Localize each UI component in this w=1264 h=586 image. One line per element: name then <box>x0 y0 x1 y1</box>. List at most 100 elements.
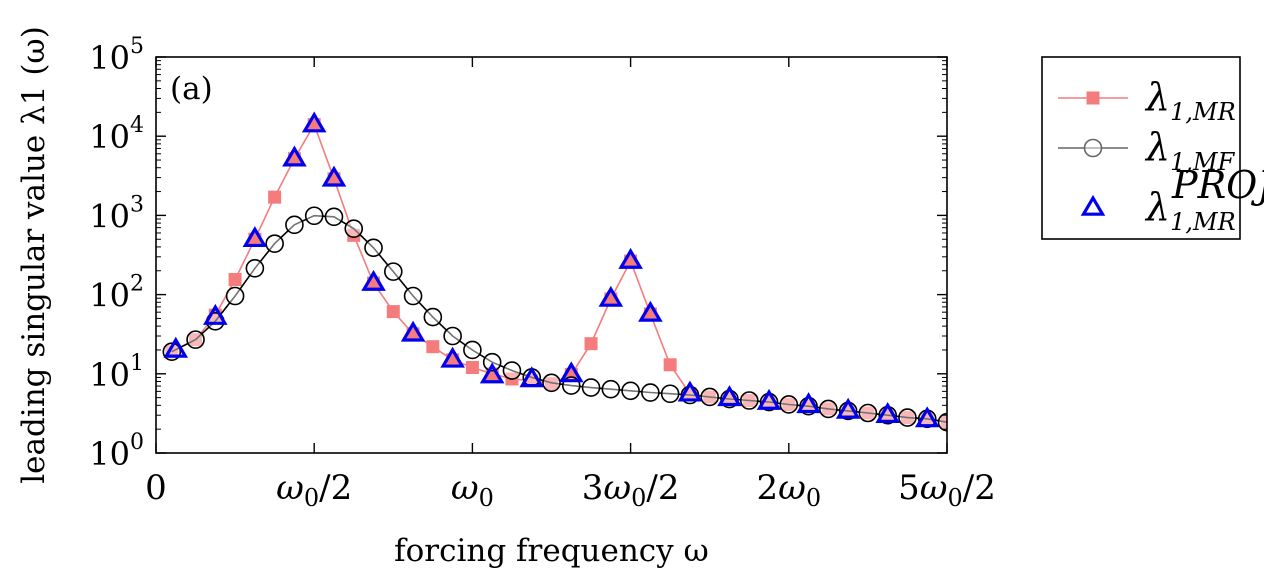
series-point <box>558 361 584 383</box>
series-point <box>344 219 364 238</box>
y-tick-exponent: 5 <box>130 34 144 59</box>
series-point <box>779 395 799 414</box>
series-point <box>423 307 443 327</box>
series-point <box>400 320 426 342</box>
series-point <box>463 340 482 360</box>
series-point <box>796 392 821 414</box>
legend-label: λ1,MR <box>1144 185 1236 236</box>
series-point <box>756 388 782 410</box>
series-line <box>171 214 947 423</box>
series-point <box>321 165 347 187</box>
legend-label: λ1,MF <box>1144 125 1236 176</box>
series-point <box>542 373 561 393</box>
legend-label: λ1,MR <box>1144 75 1236 126</box>
y-tick-exponent: 1 <box>130 351 144 376</box>
series-point <box>285 215 304 235</box>
series-point <box>819 399 838 419</box>
series-point <box>598 285 624 307</box>
y-tick-label: 105 <box>89 34 144 77</box>
legend-marker-square <box>1086 91 1100 105</box>
y-tick-exponent: 4 <box>130 113 144 138</box>
series-point <box>225 286 245 306</box>
series-point <box>638 300 663 322</box>
x-tick-label: 3ω0/2 <box>582 468 680 512</box>
y-tick-exponent: 3 <box>130 192 144 217</box>
y-tick-base: 10 <box>89 277 130 315</box>
series-point <box>502 361 522 380</box>
legend-marker-triangle <box>1080 194 1106 216</box>
y-tick-label: 101 <box>89 351 144 394</box>
x-tick-label: ω0/2 <box>276 468 352 512</box>
series-point <box>700 387 720 407</box>
y-tick-base: 10 <box>89 435 130 473</box>
series-point <box>858 403 878 423</box>
y-tick-label: 102 <box>89 272 144 315</box>
series-point <box>163 336 189 358</box>
y-tick-base: 10 <box>89 39 130 77</box>
series-point <box>361 269 386 291</box>
series-point <box>440 346 465 368</box>
series-point <box>717 385 742 407</box>
series-point <box>663 358 677 372</box>
series-point <box>677 380 703 402</box>
x-tick-label: 0 <box>145 468 167 508</box>
series-point <box>426 340 440 354</box>
x-axis-label: forcing frequency ω <box>394 533 709 569</box>
y-tick-label: 104 <box>89 113 144 156</box>
series-point <box>601 379 621 399</box>
series-point <box>479 362 505 384</box>
series-layer <box>162 111 947 432</box>
series-point <box>482 352 502 372</box>
series-triangle <box>163 111 940 428</box>
series-point <box>383 262 403 281</box>
series-point <box>186 330 205 349</box>
series-point <box>282 145 307 167</box>
series-point <box>304 206 324 226</box>
series-point <box>937 412 947 432</box>
plot-frame <box>155 56 948 454</box>
series-point <box>268 190 282 204</box>
panel-label: (a) <box>170 71 213 107</box>
x-tick-label: 2ω0 <box>756 468 821 512</box>
series-circle <box>162 206 947 432</box>
legend-marker-circle <box>1083 138 1103 158</box>
legend-entry: λ1,MR <box>1058 75 1236 126</box>
series-point <box>203 303 228 325</box>
series-point <box>519 366 545 388</box>
y-tick-exponent: 0 <box>130 430 144 455</box>
legend-label-superscript: PROJ <box>1171 163 1264 207</box>
series-point <box>443 326 462 346</box>
series-point <box>875 402 900 424</box>
y-axis-label: leading singular value λ1 (ω) <box>16 26 52 484</box>
y-tick-label: 103 <box>89 192 144 235</box>
x-tick-label: ω0 <box>451 468 494 512</box>
series-point <box>581 378 601 397</box>
series-point <box>835 397 861 419</box>
y-tick-base: 10 <box>89 197 130 235</box>
legend-entry: λ1,MF <box>1058 125 1236 176</box>
series-point <box>618 247 643 269</box>
series-point <box>324 207 344 227</box>
series-point <box>621 381 640 401</box>
series-point <box>898 408 917 427</box>
series-point <box>660 384 680 404</box>
series-point <box>245 258 265 278</box>
y-tick-label: 100 <box>89 430 144 473</box>
series-point <box>364 238 383 258</box>
series-point <box>386 305 400 319</box>
series-point <box>584 337 598 351</box>
y-tick-exponent: 2 <box>130 272 144 297</box>
series-point <box>265 234 284 253</box>
series-point <box>914 406 940 428</box>
series-point <box>465 361 479 375</box>
y-tick-base: 10 <box>89 356 130 394</box>
y-tick-base: 10 <box>89 118 130 156</box>
series-point <box>739 391 759 410</box>
series-point <box>228 273 242 287</box>
series-point <box>301 111 327 133</box>
series-point <box>641 383 660 402</box>
